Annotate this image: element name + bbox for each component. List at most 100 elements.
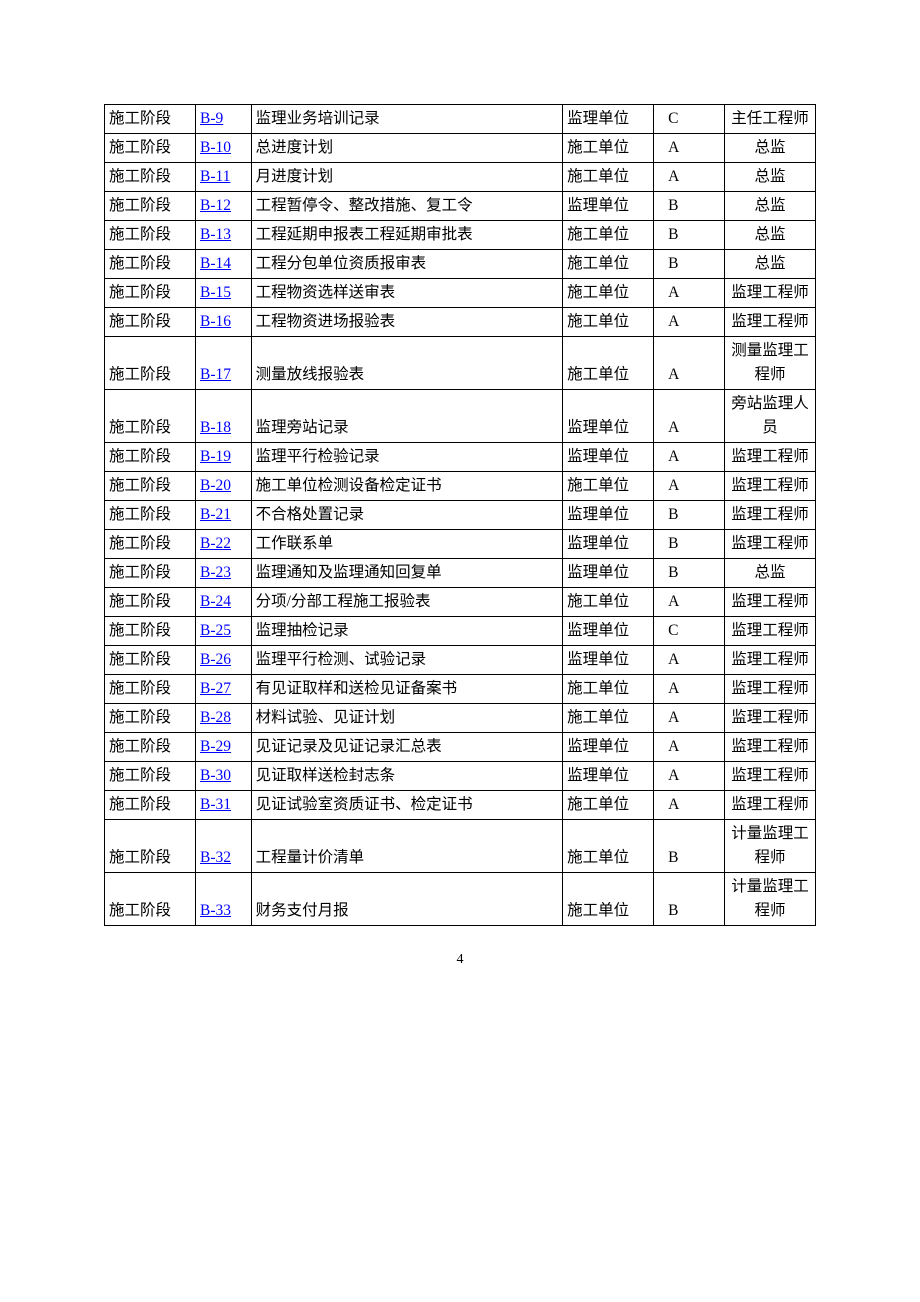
code-link[interactable]: B-18: [200, 419, 231, 436]
cell-class: A: [654, 390, 725, 443]
code-link[interactable]: B-17: [200, 366, 231, 383]
cell-responsible: 监理工程师: [724, 646, 815, 675]
cell-code: B-20: [196, 472, 252, 501]
code-link[interactable]: B-29: [200, 738, 231, 755]
code-link[interactable]: B-16: [200, 313, 231, 330]
cell-name: 见证取样送检封志条: [251, 762, 563, 791]
table-row: 施工阶段B-21不合格处置记录监理单位B监理工程师: [105, 501, 816, 530]
cell-name: 不合格处置记录: [251, 501, 563, 530]
cell-name: 工程分包单位资质报审表: [251, 250, 563, 279]
table-row: 施工阶段B-30见证取样送检封志条监理单位A监理工程师: [105, 762, 816, 791]
cell-responsible: 测量监理工程师: [724, 337, 815, 390]
cell-name: 监理平行检验记录: [251, 443, 563, 472]
cell-code: B-12: [196, 192, 252, 221]
cell-class: B: [654, 250, 725, 279]
table-row: 施工阶段B-16工程物资进场报验表施工单位A监理工程师: [105, 308, 816, 337]
cell-phase: 施工阶段: [105, 559, 196, 588]
cell-code: B-25: [196, 617, 252, 646]
cell-name: 工程延期申报表工程延期审批表: [251, 221, 563, 250]
code-link[interactable]: B-23: [200, 564, 231, 581]
code-link[interactable]: B-10: [200, 139, 231, 156]
cell-class: A: [654, 646, 725, 675]
table-row: 施工阶段B-31见证试验室资质证书、检定证书施工单位A监理工程师: [105, 791, 816, 820]
code-link[interactable]: B-13: [200, 226, 231, 243]
cell-class: A: [654, 791, 725, 820]
page-number: 4: [104, 952, 816, 968]
cell-phase: 施工阶段: [105, 588, 196, 617]
cell-name: 见证记录及见证记录汇总表: [251, 733, 563, 762]
cell-unit: 监理单位: [563, 762, 654, 791]
cell-class: B: [654, 192, 725, 221]
cell-unit: 监理单位: [563, 443, 654, 472]
code-link[interactable]: B-32: [200, 849, 231, 866]
cell-unit: 施工单位: [563, 134, 654, 163]
cell-name: 工程物资进场报验表: [251, 308, 563, 337]
cell-phase: 施工阶段: [105, 192, 196, 221]
cell-unit: 施工单位: [563, 163, 654, 192]
cell-phase: 施工阶段: [105, 646, 196, 675]
cell-responsible: 监理工程师: [724, 279, 815, 308]
cell-phase: 施工阶段: [105, 308, 196, 337]
cell-responsible: 监理工程师: [724, 791, 815, 820]
code-link[interactable]: B-11: [200, 168, 230, 185]
table-row: 施工阶段B-23监理通知及监理通知回复单监理单位B总监: [105, 559, 816, 588]
table-row: 施工阶段B-26监理平行检测、试验记录监理单位A监理工程师: [105, 646, 816, 675]
table-row: 施工阶段B-15工程物资选样送审表施工单位A监理工程师: [105, 279, 816, 308]
cell-name: 监理通知及监理通知回复单: [251, 559, 563, 588]
code-link[interactable]: B-15: [200, 284, 231, 301]
table-row: 施工阶段B-9监理业务培训记录监理单位C主任工程师: [105, 105, 816, 134]
cell-class: A: [654, 134, 725, 163]
cell-phase: 施工阶段: [105, 675, 196, 704]
cell-phase: 施工阶段: [105, 704, 196, 733]
cell-phase: 施工阶段: [105, 250, 196, 279]
cell-responsible: 监理工程师: [724, 443, 815, 472]
code-link[interactable]: B-24: [200, 593, 231, 610]
cell-responsible: 监理工程师: [724, 617, 815, 646]
cell-phase: 施工阶段: [105, 733, 196, 762]
code-link[interactable]: B-19: [200, 448, 231, 465]
cell-unit: 施工单位: [563, 704, 654, 733]
cell-unit: 施工单位: [563, 337, 654, 390]
cell-code: B-24: [196, 588, 252, 617]
cell-code: B-11: [196, 163, 252, 192]
code-link[interactable]: B-28: [200, 709, 231, 726]
cell-name: 监理抽检记录: [251, 617, 563, 646]
cell-unit: 监理单位: [563, 501, 654, 530]
code-link[interactable]: B-33: [200, 902, 231, 919]
cell-unit: 监理单位: [563, 390, 654, 443]
cell-responsible: 监理工程师: [724, 675, 815, 704]
code-link[interactable]: B-22: [200, 535, 231, 552]
cell-responsible: 总监: [724, 134, 815, 163]
code-link[interactable]: B-12: [200, 197, 231, 214]
code-link[interactable]: B-21: [200, 506, 231, 523]
cell-class: A: [654, 279, 725, 308]
table-row: 施工阶段B-33财务支付月报施工单位B计量监理工程师: [105, 873, 816, 926]
cell-unit: 施工单位: [563, 472, 654, 501]
document-page: 施工阶段B-9监理业务培训记录监理单位C主任工程师施工阶段B-10总进度计划施工…: [0, 0, 920, 1008]
table-row: 施工阶段B-28材料试验、见证计划施工单位A监理工程师: [105, 704, 816, 733]
code-link[interactable]: B-27: [200, 680, 231, 697]
code-link[interactable]: B-14: [200, 255, 231, 272]
table-row: 施工阶段B-18监理旁站记录监理单位A旁站监理人员: [105, 390, 816, 443]
cell-code: B-9: [196, 105, 252, 134]
cell-phase: 施工阶段: [105, 221, 196, 250]
code-link[interactable]: B-9: [200, 110, 223, 127]
code-link[interactable]: B-31: [200, 796, 231, 813]
cell-code: B-32: [196, 820, 252, 873]
cell-responsible: 监理工程师: [724, 501, 815, 530]
cell-class: B: [654, 873, 725, 926]
cell-phase: 施工阶段: [105, 472, 196, 501]
code-link[interactable]: B-30: [200, 767, 231, 784]
cell-unit: 施工单位: [563, 588, 654, 617]
code-link[interactable]: B-26: [200, 651, 231, 668]
cell-name: 测量放线报验表: [251, 337, 563, 390]
cell-class: A: [654, 308, 725, 337]
code-link[interactable]: B-20: [200, 477, 231, 494]
cell-code: B-21: [196, 501, 252, 530]
table-row: 施工阶段B-29见证记录及见证记录汇总表监理单位A监理工程师: [105, 733, 816, 762]
cell-name: 财务支付月报: [251, 873, 563, 926]
code-link[interactable]: B-25: [200, 622, 231, 639]
cell-name: 分项/分部工程施工报验表: [251, 588, 563, 617]
table-row: 施工阶段B-10总进度计划施工单位A总监: [105, 134, 816, 163]
cell-class: A: [654, 443, 725, 472]
